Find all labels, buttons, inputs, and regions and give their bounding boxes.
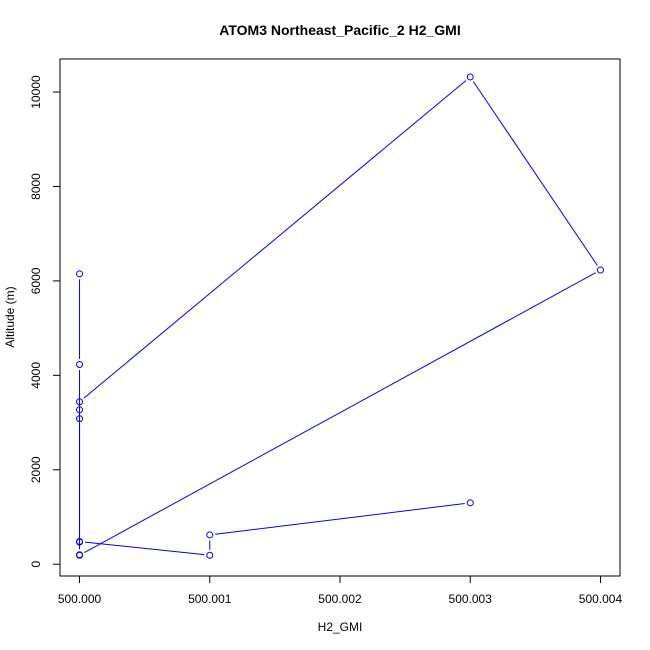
series-line-segment: [84, 272, 596, 554]
y-tick-label: 10000: [29, 75, 43, 109]
data-point: [76, 406, 84, 414]
y-tick-label: 0: [29, 561, 43, 568]
data-point: [206, 531, 214, 539]
series-line-segment: [83, 80, 467, 399]
series-layer: [76, 73, 604, 559]
x-axis-label: H2_GMI: [318, 620, 363, 634]
plot-frame: [59, 58, 621, 577]
data-point: [76, 415, 84, 423]
data-point: [466, 499, 474, 507]
series-line-segment: [472, 81, 598, 266]
x-tick-label: 500.004: [579, 592, 623, 606]
data-point: [76, 360, 84, 368]
data-point: [76, 551, 84, 559]
x-tick-label: 500.001: [188, 592, 232, 606]
series-line-segment: [215, 502, 465, 535]
chart-title: ATOM3 Northeast_Pacific_2 H2_GMI: [219, 22, 460, 38]
data-point: [466, 73, 474, 81]
y-tick-label: 2000: [29, 456, 43, 483]
data-point: [76, 398, 84, 406]
y-tick-label: 6000: [29, 267, 43, 294]
data-point: [76, 270, 84, 278]
x-tick-label: 500.003: [449, 592, 493, 606]
x-tick-label: 500.002: [318, 592, 362, 606]
y-tick-label: 8000: [29, 173, 43, 200]
y-tick-label: 4000: [29, 362, 43, 389]
y-axis-label: Altitude (m): [3, 286, 17, 347]
y-axis: 0 2000 4000 6000 8000 10000: [29, 75, 61, 568]
data-point: [206, 551, 214, 559]
x-tick-label: 500.000: [58, 592, 102, 606]
series-line-segment: [84, 541, 205, 556]
data-point: [596, 266, 604, 274]
data-point: [76, 538, 84, 546]
x-axis: 500.000 500.001 500.002 500.003 500.004: [58, 575, 623, 606]
